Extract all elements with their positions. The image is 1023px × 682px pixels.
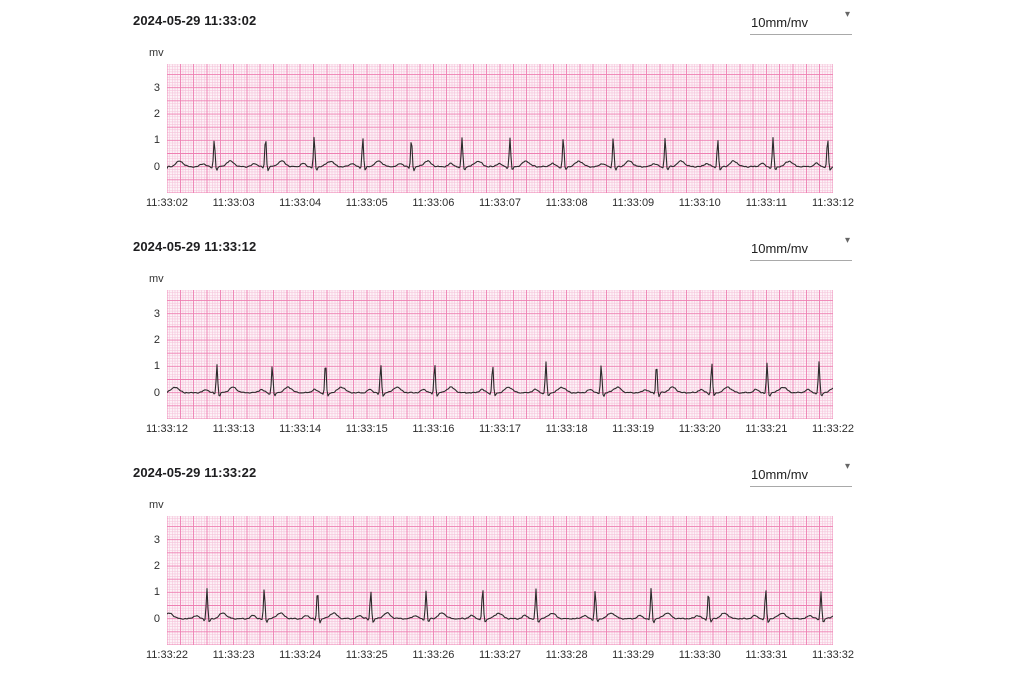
y-axis-tick-label: 3 bbox=[153, 307, 160, 320]
x-axis-tick-label: 11:33:30 bbox=[678, 649, 721, 661]
y-axis-tick-label: 0 bbox=[153, 386, 160, 399]
x-axis-tick-label: 11:33:21 bbox=[745, 423, 788, 435]
x-axis-tick-label: 11:33:19 bbox=[612, 423, 655, 435]
y-axis-tick-label: 3 bbox=[153, 533, 160, 546]
ecg-strip: 2024-05-29 11:33:12 10mm/mv ▾ mv 0 1 2 3 11:… bbox=[0, 226, 1023, 452]
y-axis-tick-label: 1 bbox=[153, 360, 160, 373]
strip-title: 2024-05-29 11:33:02 bbox=[133, 13, 257, 28]
x-axis-tick-label: 11:33:04 bbox=[279, 197, 322, 209]
x-axis-tick-label: 11:33:32 bbox=[811, 649, 854, 661]
y-axis-tick-label: 0 bbox=[153, 160, 160, 173]
x-axis-tick-label: 11:33:18 bbox=[545, 423, 588, 435]
x-axis-tick-label: 11:33:15 bbox=[345, 423, 388, 435]
y-axis-tick-label: 3 bbox=[153, 81, 160, 94]
x-axis-tick-label: 11:33:11 bbox=[745, 197, 787, 209]
x-axis-tick-label: 11:33:06 bbox=[412, 197, 455, 209]
scale-select[interactable]: 10mm/mv ▾ bbox=[750, 235, 852, 261]
scale-select[interactable]: 10mm/mv ▾ bbox=[750, 461, 852, 487]
y-axis-tick-label: 2 bbox=[153, 334, 160, 347]
x-axis-tick-label: 11:33:31 bbox=[745, 649, 788, 661]
x-axis-tick-label: 11:33:29 bbox=[612, 649, 655, 661]
x-axis-tick-label: 11:33:23 bbox=[212, 649, 255, 661]
dropdown-caret-icon: ▾ bbox=[844, 461, 850, 472]
ecg-strip: 2024-05-29 11:33:22 10mm/mv ▾ mv 0 1 2 3 11:… bbox=[0, 452, 1023, 678]
x-axis-tick-label: 11:33:24 bbox=[279, 649, 322, 661]
strip-title: 2024-05-29 11:33:22 bbox=[133, 465, 257, 480]
ecg-chart-canvas bbox=[167, 516, 833, 645]
scale-select-value: 10mm/mv bbox=[751, 15, 809, 30]
y-axis-tick-label: 1 bbox=[153, 134, 160, 147]
y-axis-unit-label: mv bbox=[149, 273, 164, 285]
y-axis-tick-label: 0 bbox=[153, 612, 160, 625]
x-axis-tick-label: 11:33:26 bbox=[412, 649, 455, 661]
x-axis-tick-label: 11:33:25 bbox=[345, 649, 388, 661]
strip-title: 2024-05-29 11:33:12 bbox=[133, 239, 257, 254]
ecg-chart-canvas bbox=[167, 64, 833, 193]
ecg-strip: 2024-05-29 11:33:02 10mm/mv ▾ mv 0 1 2 3 11:… bbox=[0, 0, 1023, 226]
y-axis-tick-label: 2 bbox=[153, 560, 160, 573]
x-axis-tick-label: 11:33:28 bbox=[545, 649, 588, 661]
x-axis-tick-label: 11:33:17 bbox=[478, 423, 521, 435]
x-axis-tick-label: 11:33:08 bbox=[545, 197, 588, 209]
x-axis-tick-label: 11:33:22 bbox=[145, 649, 188, 661]
y-axis-unit-label: mv bbox=[149, 47, 164, 59]
ecg-chart-canvas bbox=[167, 290, 833, 419]
scale-select-value: 10mm/mv bbox=[751, 467, 809, 482]
x-axis-tick-label: 11:33:02 bbox=[145, 197, 188, 209]
x-axis-tick-label: 11:33:12 bbox=[811, 197, 854, 209]
x-axis-tick-label: 11:33:07 bbox=[478, 197, 521, 209]
x-axis-tick-label: 11:33:27 bbox=[478, 649, 521, 661]
x-axis-tick-label: 11:33:09 bbox=[612, 197, 655, 209]
x-axis-tick-label: 11:33:14 bbox=[279, 423, 322, 435]
x-axis-tick-label: 11:33:16 bbox=[412, 423, 455, 435]
x-axis-tick-label: 11:33:22 bbox=[811, 423, 854, 435]
dropdown-caret-icon: ▾ bbox=[844, 235, 850, 246]
scale-select[interactable]: 10mm/mv ▾ bbox=[750, 9, 852, 35]
x-axis-tick-label: 11:33:10 bbox=[678, 197, 721, 209]
x-axis-tick-label: 11:33:20 bbox=[678, 423, 721, 435]
x-axis-tick-label: 11:33:12 bbox=[145, 423, 188, 435]
x-axis-tick-label: 11:33:03 bbox=[212, 197, 255, 209]
dropdown-caret-icon: ▾ bbox=[844, 9, 850, 20]
x-axis-tick-label: 11:33:05 bbox=[345, 197, 388, 209]
y-axis-tick-label: 2 bbox=[153, 108, 160, 121]
y-axis-unit-label: mv bbox=[149, 499, 164, 511]
x-axis-tick-label: 11:33:13 bbox=[212, 423, 255, 435]
scale-select-value: 10mm/mv bbox=[751, 241, 809, 256]
y-axis-tick-label: 1 bbox=[153, 586, 160, 599]
